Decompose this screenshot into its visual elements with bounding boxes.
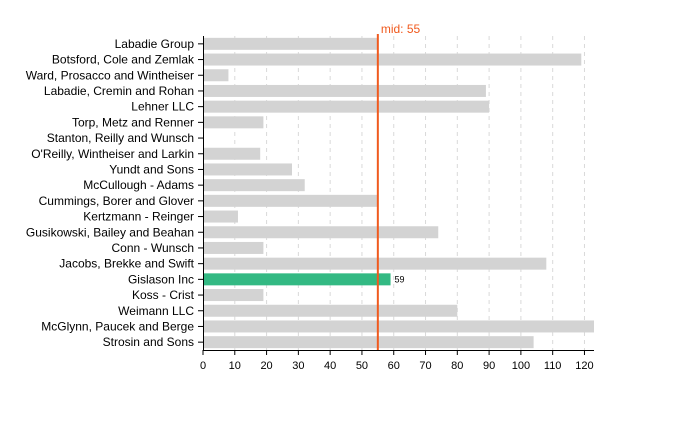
bar [203, 194, 378, 207]
y-tick-label: Labadie Group [115, 37, 195, 51]
data-labels: 59 [395, 274, 405, 284]
x-tick-label: 120 [575, 360, 593, 372]
bar [203, 304, 458, 317]
highlight-value-label: 59 [395, 274, 405, 284]
x-tick-label: 10 [229, 360, 241, 372]
x-tick-label: 40 [324, 360, 336, 372]
x-tick-label: 60 [388, 360, 400, 372]
x-tick-label: 70 [419, 360, 431, 372]
x-tick-label: 30 [292, 360, 304, 372]
bar [203, 336, 534, 349]
y-tick-label: Stanton, Reilly and Wunsch [47, 131, 194, 145]
reference-line-group: mid: 55 [376, 22, 421, 350]
y-tick-label: Gislason Inc [128, 272, 194, 286]
bar [203, 37, 378, 50]
x-tick-label: 20 [260, 360, 272, 372]
y-tick-label: Cummings, Borer and Glover [39, 194, 194, 208]
bar [203, 100, 490, 113]
y-tick-label: Ward, Prosacco and Wintheiser [26, 68, 194, 82]
reference-line-label: mid: 55 [381, 22, 421, 36]
y-tick-label: O'Reilly, Wintheiser and Larkin [31, 147, 194, 161]
y-tick-label: Jacobs, Brekke and Swift [59, 257, 194, 271]
x-tick-label: 0 [200, 360, 206, 372]
y-tick-label: McCullough - Adams [83, 178, 194, 192]
y-tick-label: Strosin and Sons [103, 335, 194, 349]
bar [203, 84, 486, 97]
y-tick-label: Kertzmann - Reinger [83, 210, 194, 224]
y-tick-label: Weimann LLC [118, 304, 194, 318]
y-tick-label: Gusikowski, Bailey and Beahan [26, 225, 194, 239]
highlight-bar [203, 273, 391, 286]
y-axis: Labadie Group Botsford, Cole and ZemlakWa… [26, 36, 204, 350]
bar [203, 241, 264, 254]
y-tick-label: Botsford, Cole and Zemlak [52, 53, 195, 67]
x-tick-label: 50 [356, 360, 368, 372]
x-tick-label: 90 [483, 360, 495, 372]
x-tick-label: 100 [512, 360, 530, 372]
bar [203, 257, 547, 270]
y-tick-label: McGlynn, Paucek and Berge [41, 319, 194, 333]
bar [203, 179, 305, 192]
x-tick-label: 80 [451, 360, 463, 372]
bars [203, 37, 594, 349]
y-tick-label: Torp, Metz and Renner [72, 115, 194, 129]
bar [203, 116, 264, 129]
bar [203, 226, 439, 239]
y-tick-label: Yundt and Sons [109, 162, 194, 176]
x-tick-label: 110 [544, 360, 562, 372]
bar [203, 210, 238, 223]
y-tick-label: Conn - Wunsch [112, 241, 194, 255]
x-axis: 0 10 20 30 40 50 60 70 80 90 100 110 120 [200, 350, 594, 372]
bar [203, 69, 229, 82]
bar [203, 289, 264, 302]
bar [203, 320, 594, 333]
y-tick-label: Lehner LLC [131, 100, 194, 114]
bar [203, 147, 261, 160]
bar [203, 163, 293, 176]
bar [203, 53, 582, 66]
grid-lines [234, 36, 585, 350]
y-tick-label: Koss - Crist [132, 288, 195, 302]
y-tick-label: Labadie, Cremin and Rohan [44, 84, 194, 98]
